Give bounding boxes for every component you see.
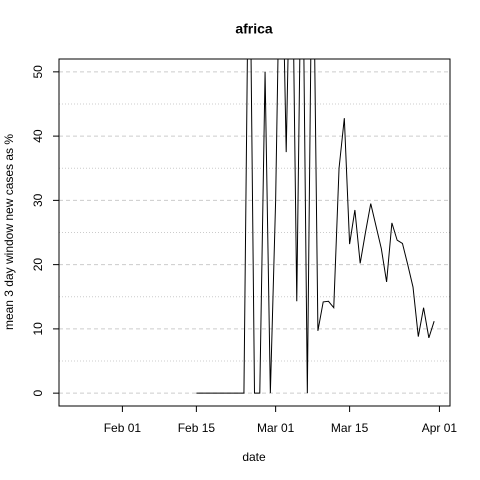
plot-frame <box>58 58 451 407</box>
y-tick-label: 40 <box>31 129 45 143</box>
y-tick-label: 50 <box>31 65 45 79</box>
plot-area <box>196 59 435 394</box>
y-tick-label: 30 <box>31 193 45 207</box>
x-tick-label: Feb 15 <box>178 421 216 435</box>
y-tick-label: 20 <box>31 258 45 272</box>
y-tick-label: 10 <box>31 322 45 336</box>
data-line <box>196 59 435 394</box>
y-axis-label: mean 3 day window new cases as % <box>2 134 16 330</box>
x-tick-label: Mar 15 <box>331 421 369 435</box>
axes: 0 10 20 30 40 50 Feb 01 Feb 15 Mar 01 Mar 15 Apr 0… <box>31 65 457 435</box>
y-tick-label: 0 <box>31 389 45 396</box>
x-tick-label: Mar 01 <box>257 421 295 435</box>
x-tick-label: Apr 01 <box>422 421 458 435</box>
chart-title: africa <box>235 21 273 37</box>
x-tick-label: Feb 01 <box>104 421 142 435</box>
x-axis-label: date <box>242 450 266 464</box>
